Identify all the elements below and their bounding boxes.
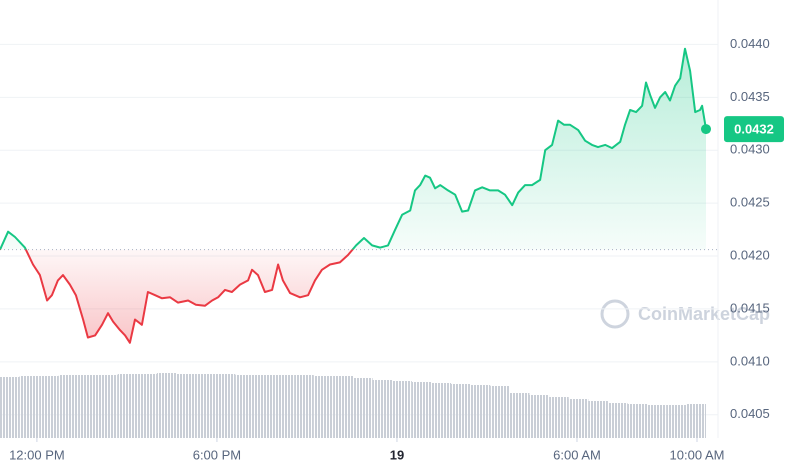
volume-bar: [0, 377, 20, 438]
volume-bar: [607, 403, 628, 438]
y-tick-label: 0.0440: [730, 36, 770, 51]
volume-bar: [490, 386, 510, 438]
y-tick-label: 0.0435: [730, 89, 770, 104]
volume-bar: [451, 384, 471, 438]
volume-bar: [411, 382, 432, 438]
volume-bar: [39, 376, 59, 438]
volume-bar: [235, 375, 255, 438]
y-tick-label: 0.0410: [730, 353, 770, 368]
volume-bar: [509, 393, 530, 438]
volume-bar: [313, 376, 334, 438]
volume-bar: [156, 373, 177, 438]
volume-bar: [372, 380, 393, 438]
volume-bar: [137, 374, 157, 438]
volume-bar: [78, 375, 99, 438]
price-tag-label: 0.0432: [734, 122, 774, 137]
price-area: [0, 48, 706, 343]
volume-bar: [392, 381, 412, 438]
y-tick-label: 0.0405: [730, 406, 770, 421]
x-tick-label: 19: [390, 447, 404, 462]
volume-bar: [58, 375, 79, 438]
volume-bar: [666, 405, 687, 438]
volume-bar: [588, 401, 608, 438]
volume-bar: [19, 376, 40, 438]
x-tick-label: 12:00 PM: [9, 447, 65, 462]
volume-bar: [274, 375, 295, 438]
x-tick-label: 10:00 AM: [670, 447, 725, 462]
volume-bar: [352, 378, 373, 438]
volume-bar: [215, 374, 236, 438]
price-line: [0, 47, 707, 344]
volume-bar: [568, 399, 589, 438]
x-tick-label: 6:00 AM: [553, 447, 601, 462]
last-point: [700, 124, 711, 135]
volume-bar: [254, 375, 275, 438]
y-tick-label: 0.0425: [730, 195, 770, 210]
volume-bar: [333, 376, 353, 438]
y-tick-label: 0.0420: [730, 247, 770, 262]
volume-bar: [117, 374, 138, 438]
x-tick-label: 6:00 PM: [193, 447, 241, 462]
volume-bar: [529, 395, 550, 438]
volume-bar: [294, 375, 314, 438]
volume-bar: [431, 383, 452, 438]
volume-bar: [686, 404, 706, 438]
volume-bar: [196, 374, 216, 438]
y-tick-label: 0.0415: [730, 300, 770, 315]
volume-bar: [176, 374, 197, 438]
price-tag: [724, 116, 784, 143]
volume-bar: [627, 404, 648, 438]
volume-bar: [470, 385, 491, 438]
volume-bar: [98, 375, 118, 438]
volume-bar: [647, 405, 667, 438]
volume-bar: [549, 397, 569, 438]
y-tick-label: 0.0430: [730, 142, 770, 157]
